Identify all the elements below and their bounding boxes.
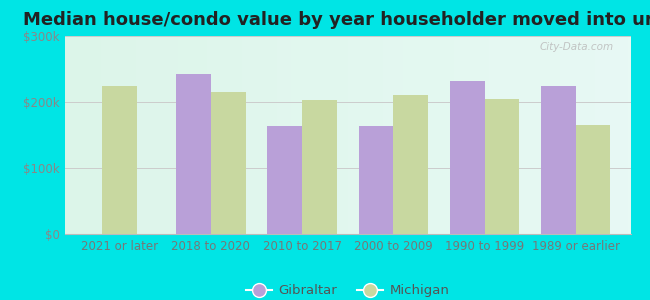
Bar — [302, 100, 337, 234]
Text: City-Data.com: City-Data.com — [540, 42, 614, 52]
Bar — [393, 95, 428, 234]
Bar — [176, 74, 211, 234]
Bar — [359, 126, 393, 234]
Bar — [484, 99, 519, 234]
Bar — [450, 81, 484, 234]
Title: Median house/condo value by year householder moved into unit: Median house/condo value by year househo… — [23, 11, 650, 29]
Bar — [268, 126, 302, 234]
Bar — [103, 86, 137, 234]
Legend: Gibraltar, Michigan: Gibraltar, Michigan — [240, 279, 455, 300]
Bar — [576, 125, 610, 234]
Bar — [211, 92, 246, 234]
Bar — [541, 86, 576, 234]
